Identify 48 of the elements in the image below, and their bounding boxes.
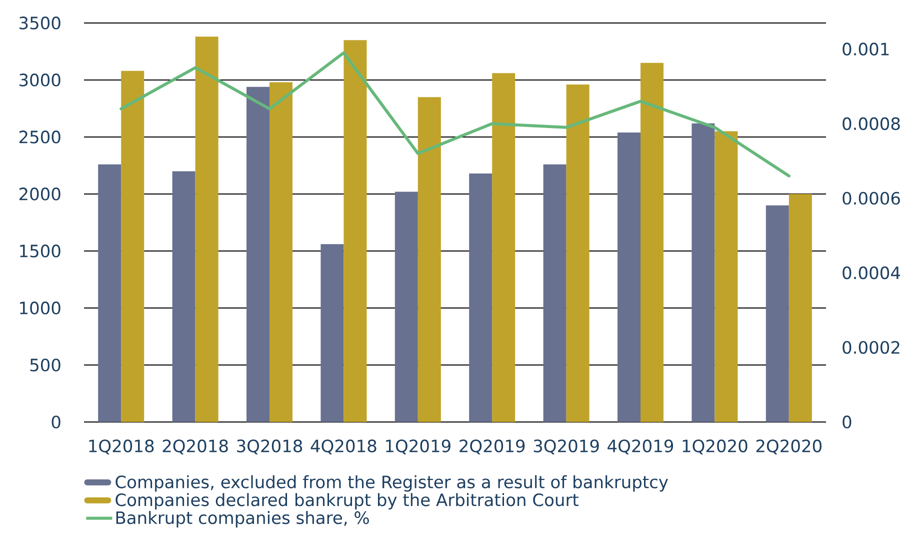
x-tick-label: 2Q2019 [460,440,525,454]
y-tick-label: 2500 [19,130,60,144]
line-series [120,51,790,178]
y2-tick-label: 0.001 [842,42,889,56]
bar [270,82,293,422]
x-tick-label: 1Q2019 [386,440,450,454]
y2-tick-label: 0.0004 [842,266,900,280]
bar [344,40,367,422]
y-tick-label: 3000 [20,74,60,86]
bar [543,164,566,422]
bar [566,84,590,422]
y2-tick-label: 0.0008 [842,117,900,130]
bar [469,173,492,422]
x-tick-label: 1Q2018 [89,440,154,454]
bar [418,97,441,422]
x-tick-label: 4Q2019 [608,440,674,454]
bar [692,123,715,422]
x-tick-label: 4Q2018 [310,440,376,454]
bar [618,132,641,422]
legend-label: Companies declared bankrupt by the Arbitration Court [116,493,578,510]
y2-tick-label: 0.0002 [842,340,900,354]
y2-tick-label: 0 [842,416,852,428]
bar [788,194,812,422]
y-tick-label: 1500 [20,244,60,258]
x-tick-label: 2Q2018 [162,440,228,454]
bar [492,73,516,422]
bar [766,205,789,422]
bar [98,164,122,422]
bar [714,131,738,422]
y-tick-label: 500 [30,358,60,372]
legend-label: Companies, excluded from the Register as a result of bankruptcy [116,475,668,492]
bar [640,62,664,422]
x-tick-label: 3Q2019 [534,440,599,454]
bar [172,171,196,422]
y-tick-label: 3500 [20,16,60,30]
x-tick-label: 2Q2020 [756,440,822,454]
bar [121,70,144,422]
y-tick-label: 0 [52,416,60,428]
bar [394,192,418,422]
y-tick-label: 2000 [19,188,60,200]
y-tick-label: 1000 [20,302,60,314]
x-tick-label: 3Q2018 [237,440,302,454]
bar [195,36,218,422]
x-tick-label: 1Q2020 [682,440,748,454]
bar [246,86,270,422]
legend-label: Bankrupt companies share, % [116,511,369,528]
y2-tick-label: 0.0006 [842,192,900,205]
bar [320,244,344,422]
